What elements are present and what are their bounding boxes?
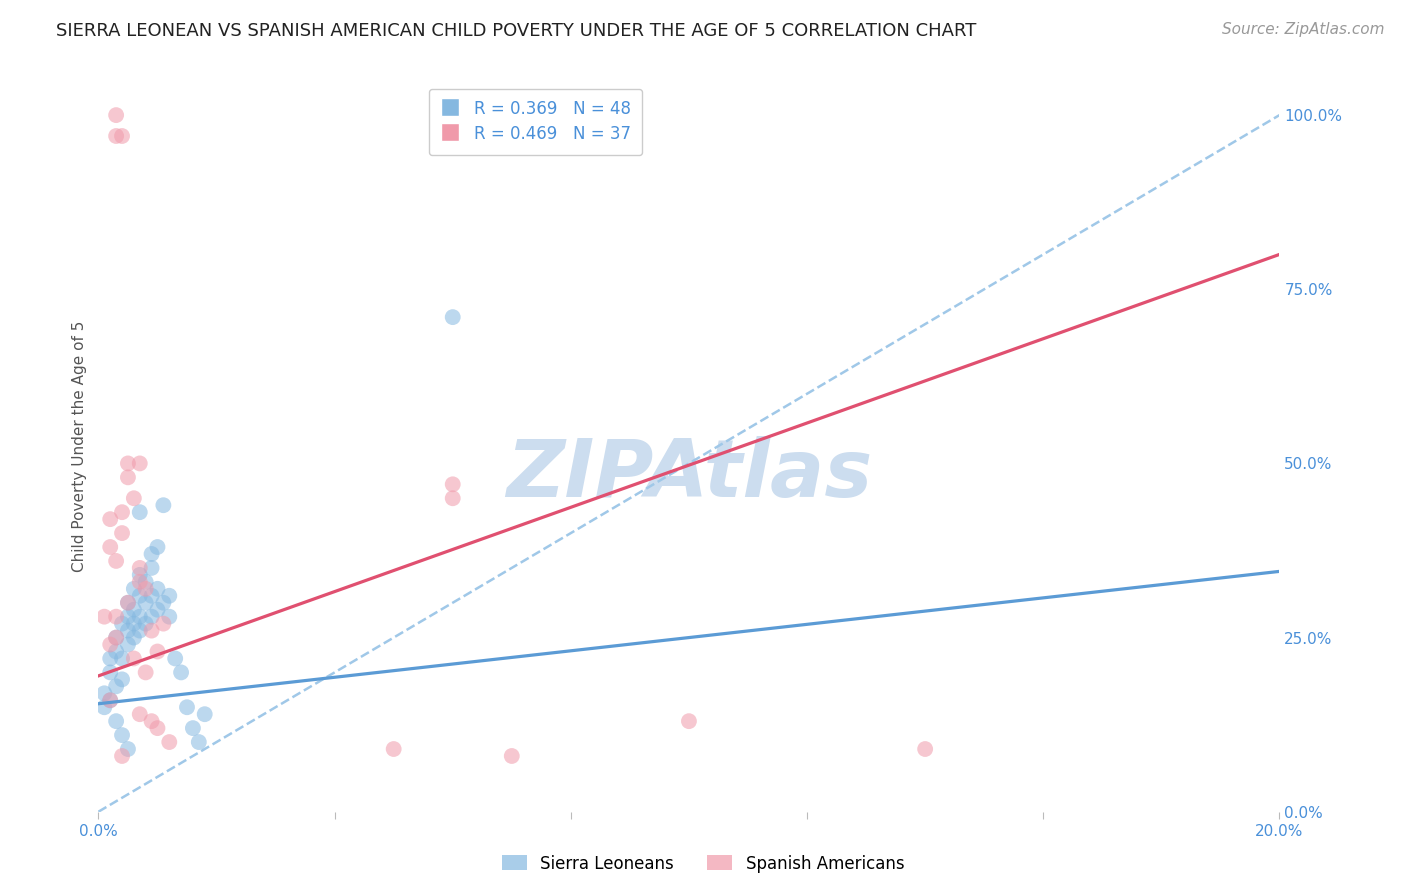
Point	[141, 561, 163, 575]
Point	[128, 589, 150, 603]
Point	[105, 631, 128, 645]
Point	[181, 721, 204, 735]
Point	[117, 596, 139, 610]
Point	[111, 526, 134, 541]
Point	[914, 742, 936, 756]
Point	[111, 616, 134, 631]
Point	[441, 491, 464, 506]
Point	[98, 512, 121, 526]
Point	[194, 707, 217, 722]
Point	[152, 616, 174, 631]
Point	[122, 603, 145, 617]
Text: Source: ZipAtlas.com: Source: ZipAtlas.com	[1222, 22, 1385, 37]
Point	[141, 714, 163, 728]
Point	[382, 742, 405, 756]
Point	[98, 651, 121, 665]
Point	[117, 470, 139, 484]
Point	[128, 567, 150, 582]
Point	[93, 700, 115, 714]
Point	[105, 108, 128, 122]
Point	[141, 624, 163, 638]
Point	[141, 589, 163, 603]
Point	[98, 693, 121, 707]
Point	[117, 624, 139, 638]
Point	[146, 721, 169, 735]
Point	[111, 128, 134, 143]
Point	[170, 665, 193, 680]
Point	[146, 540, 169, 554]
Point	[135, 665, 157, 680]
Point	[105, 644, 128, 658]
Point	[117, 742, 139, 756]
Point	[187, 735, 209, 749]
Point	[122, 616, 145, 631]
Point	[93, 609, 115, 624]
Point	[441, 477, 464, 491]
Point	[93, 686, 115, 700]
Point	[157, 609, 180, 624]
Point	[146, 603, 169, 617]
Point	[111, 651, 134, 665]
Point	[128, 707, 150, 722]
Point	[157, 735, 180, 749]
Point	[122, 651, 145, 665]
Text: SIERRA LEONEAN VS SPANISH AMERICAN CHILD POVERTY UNDER THE AGE OF 5 CORRELATION : SIERRA LEONEAN VS SPANISH AMERICAN CHILD…	[56, 22, 977, 40]
Point	[152, 596, 174, 610]
Point	[105, 128, 128, 143]
Point	[152, 498, 174, 512]
Point	[111, 728, 134, 742]
Point	[128, 624, 150, 638]
Point	[105, 554, 128, 568]
Point	[135, 616, 157, 631]
Point	[128, 574, 150, 589]
Point	[105, 631, 128, 645]
Point	[105, 679, 128, 693]
Point	[117, 457, 139, 471]
Point	[111, 673, 134, 687]
Point	[441, 310, 464, 325]
Point	[117, 638, 139, 652]
Point	[146, 644, 169, 658]
Point	[98, 638, 121, 652]
Text: ZIPAtlas: ZIPAtlas	[506, 436, 872, 515]
Point	[105, 714, 128, 728]
Point	[111, 505, 134, 519]
Point	[98, 540, 121, 554]
Point	[117, 596, 139, 610]
Point	[157, 589, 180, 603]
Point	[98, 693, 121, 707]
Point	[678, 714, 700, 728]
Point	[98, 665, 121, 680]
Point	[146, 582, 169, 596]
Point	[105, 609, 128, 624]
Point	[111, 749, 134, 764]
Point	[122, 582, 145, 596]
Y-axis label: Child Poverty Under the Age of 5: Child Poverty Under the Age of 5	[72, 320, 87, 572]
Point	[117, 609, 139, 624]
Point	[165, 651, 187, 665]
Point	[128, 505, 150, 519]
Point	[141, 547, 163, 561]
Point	[122, 491, 145, 506]
Point	[141, 609, 163, 624]
Legend: R = 0.369   N = 48, R = 0.469   N = 37: R = 0.369 N = 48, R = 0.469 N = 37	[429, 88, 643, 155]
Point	[122, 631, 145, 645]
Point	[128, 561, 150, 575]
Point	[128, 457, 150, 471]
Point	[128, 609, 150, 624]
Point	[135, 574, 157, 589]
Point	[135, 596, 157, 610]
Point	[135, 582, 157, 596]
Point	[501, 749, 523, 764]
Legend: Sierra Leoneans, Spanish Americans: Sierra Leoneans, Spanish Americans	[495, 848, 911, 880]
Point	[176, 700, 198, 714]
